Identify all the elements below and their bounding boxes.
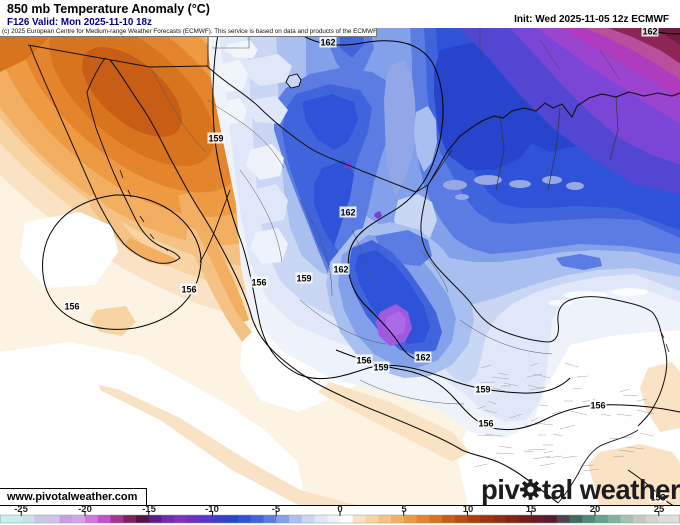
svg-text:156: 156: [356, 356, 371, 366]
svg-text:156: 156: [478, 419, 493, 429]
svg-text:159: 159: [475, 385, 490, 395]
svg-text:162: 162: [642, 28, 657, 37]
svg-text:162: 162: [415, 353, 430, 363]
svg-text:159: 159: [208, 134, 223, 144]
svg-text:159: 159: [373, 363, 388, 373]
svg-text:tal weather: tal weather: [542, 474, 680, 505]
svg-text:159: 159: [296, 274, 311, 284]
svg-text:156: 156: [181, 285, 196, 295]
svg-text:piv: piv: [481, 474, 520, 505]
svg-text:162: 162: [320, 38, 335, 48]
svg-text:162: 162: [340, 208, 355, 218]
svg-text:162: 162: [333, 265, 348, 275]
svg-text:156: 156: [590, 401, 605, 411]
svg-text:156: 156: [251, 278, 266, 288]
svg-text:156: 156: [64, 302, 79, 312]
svg-text:153: 153: [650, 493, 665, 503]
